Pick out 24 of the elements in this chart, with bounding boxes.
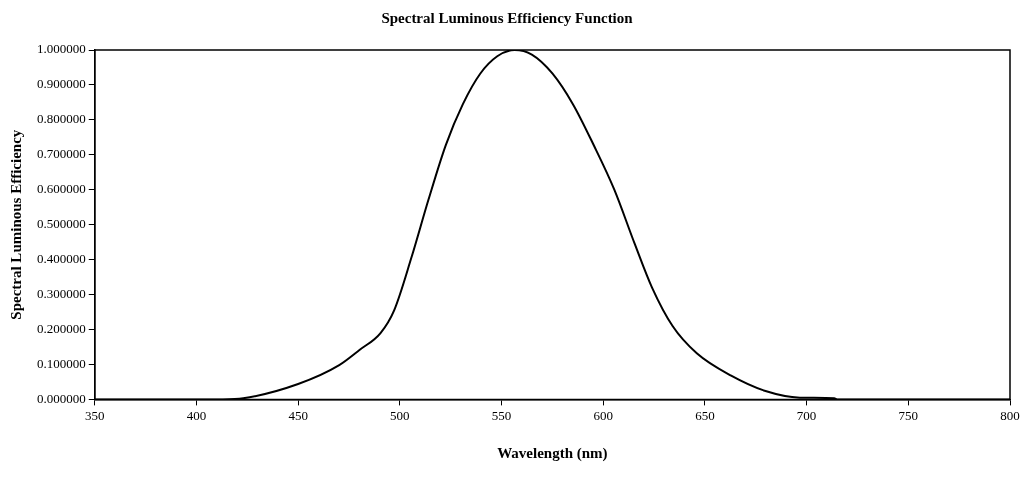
x-tick-label: 500 — [390, 407, 410, 423]
y-tick-label: 0.700000 — [37, 146, 86, 162]
x-tick-label: 600 — [593, 407, 613, 423]
y-tick-label: 0.400000 — [37, 251, 86, 267]
y-tick-label: 1.000000 — [37, 41, 86, 57]
x-tick-label: 800 — [1000, 407, 1020, 423]
y-tick-label: 0.500000 — [37, 216, 86, 232]
y-tick-label: 0.200000 — [37, 320, 86, 336]
x-tick-label: 400 — [186, 407, 207, 423]
x-tick-label: 450 — [288, 407, 308, 423]
y-tick-label: 0.600000 — [37, 181, 86, 197]
x-tick-label: 350 — [85, 407, 105, 423]
y-tick-label: 0.800000 — [37, 111, 86, 127]
x-tick-label: 700 — [796, 407, 817, 423]
x-axis-title: Wavelength (nm) — [497, 444, 608, 462]
x-tick-label: 750 — [898, 407, 919, 423]
y-tick-label: 0.100000 — [37, 355, 86, 371]
y-tick-label: 0.000000 — [37, 390, 86, 406]
y-tick-label: 0.300000 — [37, 286, 86, 301]
y-axis-title: Spectral Luminous Efficiency — [7, 129, 24, 320]
chart-title: Spectral Luminous Efficiency Function — [381, 9, 634, 26]
y-tick-label: 0.900000 — [37, 76, 86, 92]
x-tick-label: 650 — [695, 407, 715, 423]
x-tick-label: 550 — [491, 407, 512, 423]
